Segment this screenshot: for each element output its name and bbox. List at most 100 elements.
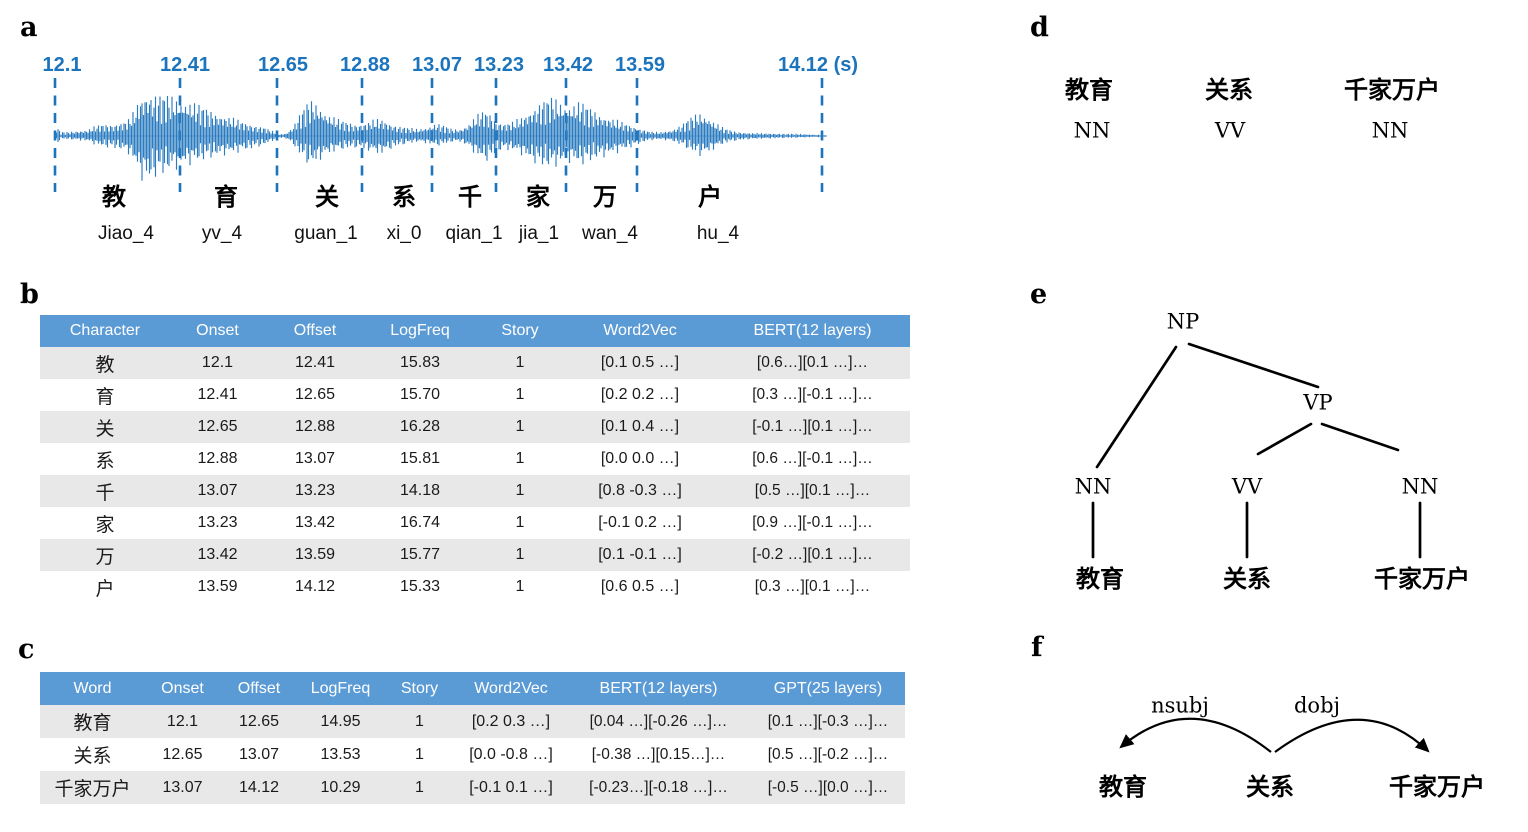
- table-cell: [0.8 -0.3 …]: [598, 482, 682, 499]
- syllable-char: 千: [458, 184, 482, 211]
- dependency-arc-dobj: [1274, 718, 1430, 753]
- table-cell: [0.1 0.4 …]: [600, 418, 680, 435]
- table-cell: 1: [415, 745, 424, 763]
- column-header: Offset: [237, 679, 281, 697]
- table-cell: 1: [515, 450, 525, 467]
- dependency-word: 关系: [1246, 774, 1294, 801]
- table-cell: [0.2 0.3 …]: [471, 712, 551, 730]
- column-header: GPT(25 layers): [773, 679, 883, 697]
- table-row: 关 12.65 12.88 16.28 1 [0.1 0.4 …] [-0.1 …][0.1…: [40, 411, 910, 443]
- panel-label-c: c: [18, 634, 35, 665]
- table-cell: 12.65: [162, 745, 203, 763]
- table-cell: 13.42: [294, 514, 336, 531]
- table-cell: [0.1 -0.1 …]: [598, 546, 682, 563]
- table-cell: 家: [95, 514, 115, 536]
- pos-tag: NN: [1371, 118, 1409, 143]
- table-cell: 10.29: [320, 778, 361, 796]
- time-tick-label: 12.41: [159, 54, 211, 76]
- table-cell: 1: [515, 546, 525, 563]
- pos-tag: VV: [1214, 118, 1246, 143]
- column-header: Word2Vec: [474, 679, 548, 697]
- table-cell: 系: [95, 450, 115, 472]
- table-cell: 1: [515, 482, 525, 499]
- tree-edge-vp-nn2: [1320, 422, 1400, 452]
- column-header: Word: [73, 679, 112, 697]
- column-header: LogFreq: [310, 679, 371, 697]
- table-cell: 千: [95, 482, 115, 504]
- time-tick-label: 13.59: [614, 54, 666, 76]
- dependency-arcs: [1119, 717, 1430, 753]
- tree-edge-np-nn1: [1095, 345, 1178, 469]
- syllable-pinyin: jia_1: [518, 223, 560, 244]
- table-cell: [0.6…][0.1 …]…: [756, 354, 869, 371]
- table-cell: 15.81: [399, 450, 441, 467]
- syllable-pinyin: wan_4: [582, 223, 638, 244]
- panel-label-d: d: [1030, 12, 1049, 43]
- table-cell: 16.74: [399, 514, 441, 531]
- tree-edge-np-vp: [1187, 342, 1320, 389]
- column-header: Character: [69, 322, 141, 339]
- table-cell: [-0.38 …][0.15…]…: [591, 745, 726, 763]
- table-cell: [0.1 …][-0.3 …]…: [767, 712, 889, 730]
- table-cell: 13.42: [197, 546, 238, 563]
- table-cell: 12.88: [294, 418, 336, 435]
- tree-node-np: NP: [1166, 309, 1200, 334]
- time-gridlines: [53, 78, 824, 192]
- table-cell: 12.88: [197, 450, 238, 467]
- table-row: 户 13.59 14.12 15.33 1 [0.6 0.5 …] [0.3 …][0.1 …: [40, 571, 910, 603]
- syllable-char: 家: [526, 184, 550, 211]
- table-cell: 13.07: [162, 778, 203, 796]
- table-cell: [0.6 …][-0.1 …]…: [752, 450, 873, 467]
- dependency-word: 千家万户: [1389, 774, 1485, 801]
- table-cell: 12.41: [294, 354, 336, 371]
- time-tick-label: 14.12 (s): [777, 54, 859, 76]
- table-cell: 13.59: [197, 578, 238, 595]
- dependency-label-dobj: dobj: [1293, 693, 1341, 718]
- column-header: Story: [501, 322, 539, 339]
- table-row: 千家万户 13.07 14.12 10.29 1 [-0.1 0.1 …] [-0.23…]…: [40, 771, 905, 804]
- table-cell: 户: [95, 578, 115, 600]
- dependency-word: 教育: [1099, 774, 1147, 801]
- column-header: BERT(12 layers): [753, 322, 872, 339]
- table-cell: [0.2 0.2 …]: [600, 386, 680, 403]
- table-cell: 1: [415, 712, 424, 730]
- table-cell: 万: [95, 546, 115, 568]
- syllable-pinyin: qian_1: [445, 223, 503, 244]
- table-cell: 关系: [73, 746, 112, 767]
- tree-edge-vp-vv: [1256, 422, 1313, 456]
- tree-leaf-word: 关系: [1223, 566, 1271, 593]
- table-cell: [0.5 …][0.1 …]…: [754, 482, 871, 499]
- syllable-char: 系: [392, 184, 416, 211]
- table-cell: 13.07: [197, 482, 238, 499]
- time-tick-label: 12.88: [339, 54, 391, 76]
- panel-label-a: a: [20, 12, 38, 43]
- tree-node-vv: VV: [1231, 474, 1263, 499]
- table-cell: 育: [95, 386, 115, 408]
- table-cell: 1: [515, 418, 525, 435]
- table-header-row: Word Onset Offset LogFreq Story Word2Vec BERT(…: [40, 672, 905, 705]
- table-cell: 1: [515, 514, 525, 531]
- table-row: 千 13.07 13.23 14.18 1 [0.8 -0.3 …] [0.5 …][0.1…: [40, 475, 910, 507]
- table-row: 万 13.42 13.59 15.77 1 [0.1 -0.1 …] [-0.2 …][0.…: [40, 539, 910, 571]
- time-tick-label: 13.42: [542, 54, 594, 76]
- syllable-pinyin: hu_4: [696, 223, 740, 244]
- column-header: Story: [400, 679, 439, 697]
- table-cell: [-0.5 …][0.0 …]…: [767, 778, 889, 796]
- time-tick-label: 13.23: [473, 54, 525, 76]
- table-cell: 12.65: [197, 418, 238, 435]
- table-cell: 12.41: [197, 386, 238, 403]
- table-cell: 千家万户: [54, 779, 131, 800]
- table-row: 教 12.1 12.41 15.83 1 [0.1 0.5 …] [0.6…][0.1 …]…: [40, 347, 910, 379]
- column-header: Offset: [293, 322, 337, 339]
- column-header: Onset: [196, 322, 239, 339]
- character-table: Character Onset Offset LogFreq Story Word2Vec…: [40, 315, 910, 603]
- time-tick-label: 12.65: [257, 54, 309, 76]
- syllable-char: 关: [315, 184, 339, 211]
- table-cell: [0.6 0.5 …]: [600, 578, 680, 595]
- table-cell: 14.12: [238, 778, 280, 796]
- table-cell: 12.1: [201, 354, 234, 371]
- table-cell: 教: [95, 354, 115, 376]
- tree-edges: [1091, 342, 1422, 559]
- table-cell: [0.0 -0.8 …]: [469, 745, 553, 763]
- table-cell: 12.1: [166, 712, 199, 730]
